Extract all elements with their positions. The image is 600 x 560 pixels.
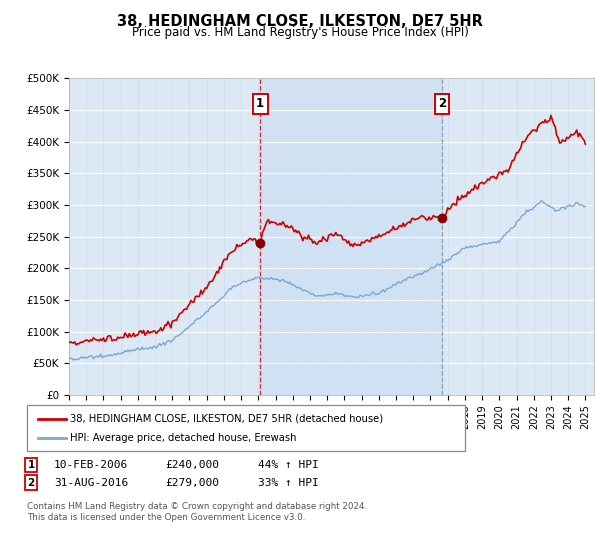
Text: 1: 1 bbox=[28, 460, 35, 470]
Text: 33% ↑ HPI: 33% ↑ HPI bbox=[258, 478, 319, 488]
Text: 10-FEB-2006: 10-FEB-2006 bbox=[54, 460, 128, 470]
Text: 1: 1 bbox=[256, 97, 265, 110]
Text: £240,000: £240,000 bbox=[165, 460, 219, 470]
Text: 38, HEDINGHAM CLOSE, ILKESTON, DE7 5HR: 38, HEDINGHAM CLOSE, ILKESTON, DE7 5HR bbox=[117, 14, 483, 29]
Text: 44% ↑ HPI: 44% ↑ HPI bbox=[258, 460, 319, 470]
Text: £279,000: £279,000 bbox=[165, 478, 219, 488]
Text: Contains HM Land Registry data © Crown copyright and database right 2024.
This d: Contains HM Land Registry data © Crown c… bbox=[27, 502, 367, 522]
Text: 2: 2 bbox=[438, 97, 446, 110]
Text: 31-AUG-2016: 31-AUG-2016 bbox=[54, 478, 128, 488]
Text: Price paid vs. HM Land Registry's House Price Index (HPI): Price paid vs. HM Land Registry's House … bbox=[131, 26, 469, 39]
Bar bbox=[260, 78, 442, 395]
Text: HPI: Average price, detached house, Erewash: HPI: Average price, detached house, Erew… bbox=[70, 433, 296, 443]
Text: 38, HEDINGHAM CLOSE, ILKESTON, DE7 5HR (detached house): 38, HEDINGHAM CLOSE, ILKESTON, DE7 5HR (… bbox=[70, 414, 383, 424]
Text: 2: 2 bbox=[28, 478, 35, 488]
